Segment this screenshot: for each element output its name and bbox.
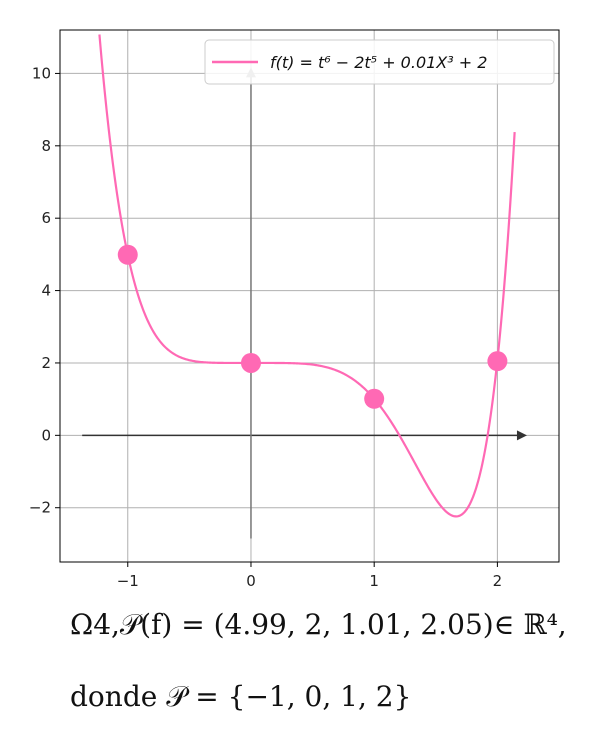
x-tick-label: 1 — [369, 572, 379, 590]
legend-box — [204, 39, 555, 85]
chart: −1 0 1 2 −2 0 2 4 6 8 10 f(t) = t⁶ − 2t⁵ + 0.01X³ … — [29, 29, 560, 590]
legend-label: f(t) = t⁶ − 2t⁵ + 0.01X³ + 2 — [270, 53, 487, 72]
ticks: −1 0 1 2 −2 0 2 4 6 8 10 — [29, 64, 502, 590]
x-tick-label: 0 — [246, 572, 256, 590]
y-tick-label: 10 — [32, 64, 51, 82]
y-tick-label: 4 — [41, 282, 51, 300]
y-tick-label: 6 — [41, 209, 51, 227]
data-points — [117, 244, 508, 409]
plot-background — [60, 30, 559, 562]
data-point — [240, 352, 261, 373]
y-tick-label: −2 — [29, 499, 51, 517]
caption-partition: donde 𝒫 = {−1, 0, 1, 2} — [70, 680, 412, 713]
data-point — [117, 244, 138, 265]
legend: f(t) = t⁶ − 2t⁵ + 0.01X³ + 2 — [204, 39, 555, 85]
curve-layer — [98, 34, 516, 518]
series-line — [98, 34, 516, 518]
x-tick-label: −1 — [117, 572, 139, 590]
data-point — [487, 351, 508, 372]
y-tick-label: 0 — [41, 426, 51, 444]
data-point — [364, 388, 385, 409]
plot-frame — [59, 29, 560, 563]
caption-formula: Ω4,𝒫(f) = (4.99, 2, 1.01, 2.05)∈ ℝ⁴, — [70, 608, 567, 641]
x-axis-arrow-icon — [516, 430, 527, 441]
y-tick-label: 2 — [41, 354, 51, 372]
y-tick-label: 8 — [41, 137, 51, 155]
x-tick-label: 2 — [493, 572, 503, 590]
